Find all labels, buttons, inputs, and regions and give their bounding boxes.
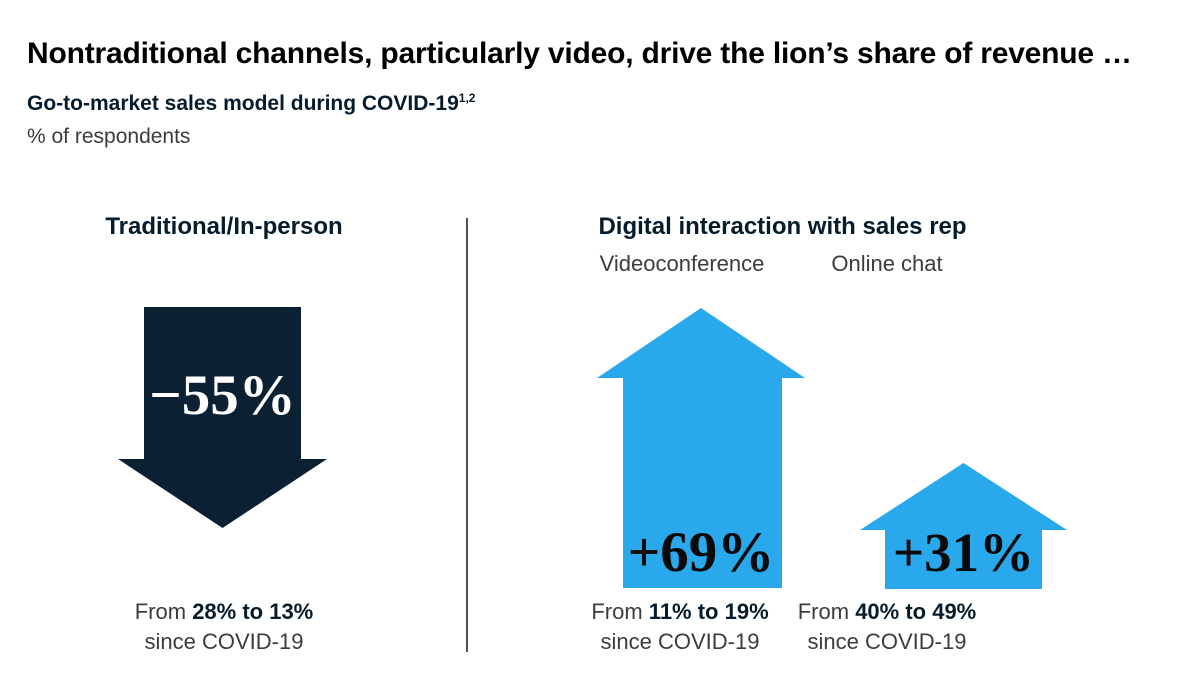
traditional-heading: Traditional/In-person xyxy=(105,213,343,240)
videoconference-since: since COVID-19 xyxy=(600,629,760,654)
digital-heading: Digital interaction with sales rep xyxy=(598,213,967,240)
section-divider xyxy=(466,218,468,652)
online-chat-change-value: +31% xyxy=(892,522,1035,583)
traditional-caption: From 28% to 13% since COVID-19 xyxy=(74,597,374,657)
online-chat-up-arrow-icon: +31% xyxy=(860,463,1067,589)
footnote-superscript: 1,2 xyxy=(458,91,476,105)
videoconference-caption: From 11% to 19% since COVID-19 xyxy=(530,597,830,657)
chart-subtitle-text: Go-to-market sales model during COVID-19 xyxy=(27,92,459,115)
online-chat-from-prefix: From xyxy=(797,599,850,624)
traditional-since: since COVID-19 xyxy=(144,629,304,654)
online-chat-caption: From 40% to 49% since COVID-19 xyxy=(737,597,1037,657)
traditional-down-arrow-icon: −55% xyxy=(118,307,327,528)
chart-subtitle: Go-to-market sales model during COVID-19… xyxy=(27,90,475,117)
videoconference-label: Videoconference xyxy=(599,251,765,276)
traditional-change-value: −55% xyxy=(149,364,296,427)
videoconference-from-prefix: From xyxy=(591,599,643,624)
page-title: Nontraditional channels, particularly vi… xyxy=(27,37,1132,71)
traditional-range: 28% to 13% xyxy=(192,599,314,624)
traditional-from-prefix: From xyxy=(134,599,187,624)
online-chat-range: 40% to 49% xyxy=(855,599,977,624)
online-chat-label: Online chat xyxy=(831,251,943,276)
videoconference-change-value: +69% xyxy=(627,521,775,584)
unit-label: % of respondents xyxy=(27,125,191,148)
videoconference-range: 11% to 19% xyxy=(648,599,769,624)
online-chat-since: since COVID-19 xyxy=(807,629,967,654)
videoconference-up-arrow-icon: +69% xyxy=(597,308,805,588)
